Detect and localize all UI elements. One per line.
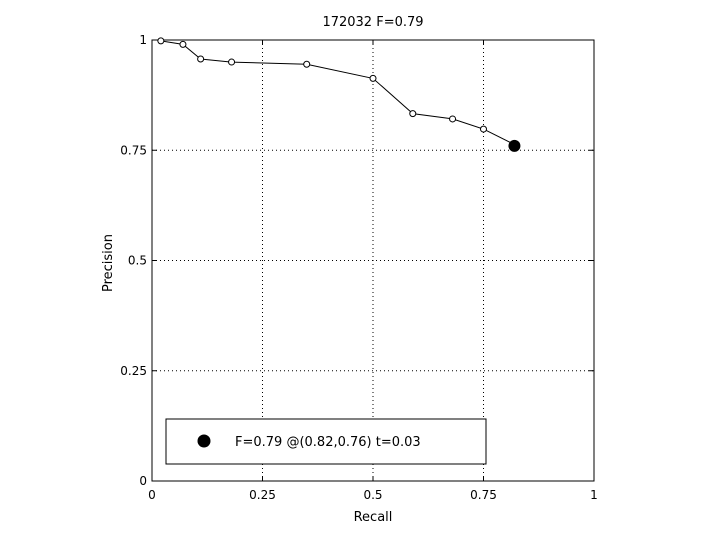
x-tick-label: 0.75 xyxy=(470,488,497,502)
x-tick-label: 1 xyxy=(590,488,598,502)
pr-point xyxy=(179,40,187,48)
x-tick-label: 0.5 xyxy=(363,488,382,502)
pr-curve-line xyxy=(160,40,515,145)
y-tick-label: 1 xyxy=(139,33,147,47)
pr-point xyxy=(369,74,377,82)
y-tick-label: 0 xyxy=(139,474,147,488)
y-tick-label: 0.5 xyxy=(128,254,147,268)
legend: F=0.79 @(0.82,0.76) t=0.03 xyxy=(165,418,487,465)
x-axis-title: Recall xyxy=(354,510,393,525)
pr-point xyxy=(228,58,236,66)
pr-point xyxy=(157,37,165,45)
pr-point xyxy=(197,55,205,63)
legend-label: F=0.79 @(0.82,0.76) t=0.03 xyxy=(235,435,421,450)
pr-point xyxy=(449,115,457,123)
grid xyxy=(152,40,594,481)
axis-ticks: 0 0.25 0.5 0.75 1 0 0.25 0.5 0.75 1 xyxy=(120,33,598,502)
series-layer xyxy=(157,37,521,152)
y-axis-title: Precision xyxy=(101,234,116,292)
best-f-point xyxy=(508,139,521,152)
legend-box xyxy=(165,418,487,465)
pr-point xyxy=(409,110,417,118)
pr-point xyxy=(303,60,311,68)
x-tick-label: 0.25 xyxy=(249,488,276,502)
pr-point xyxy=(480,125,487,133)
chart-title: 172032 F=0.79 xyxy=(322,15,423,30)
y-tick-label: 0.25 xyxy=(120,364,147,378)
y-tick-label: 0.75 xyxy=(120,143,147,157)
x-tick-label: 0 xyxy=(148,488,156,502)
legend-marker xyxy=(197,434,211,448)
